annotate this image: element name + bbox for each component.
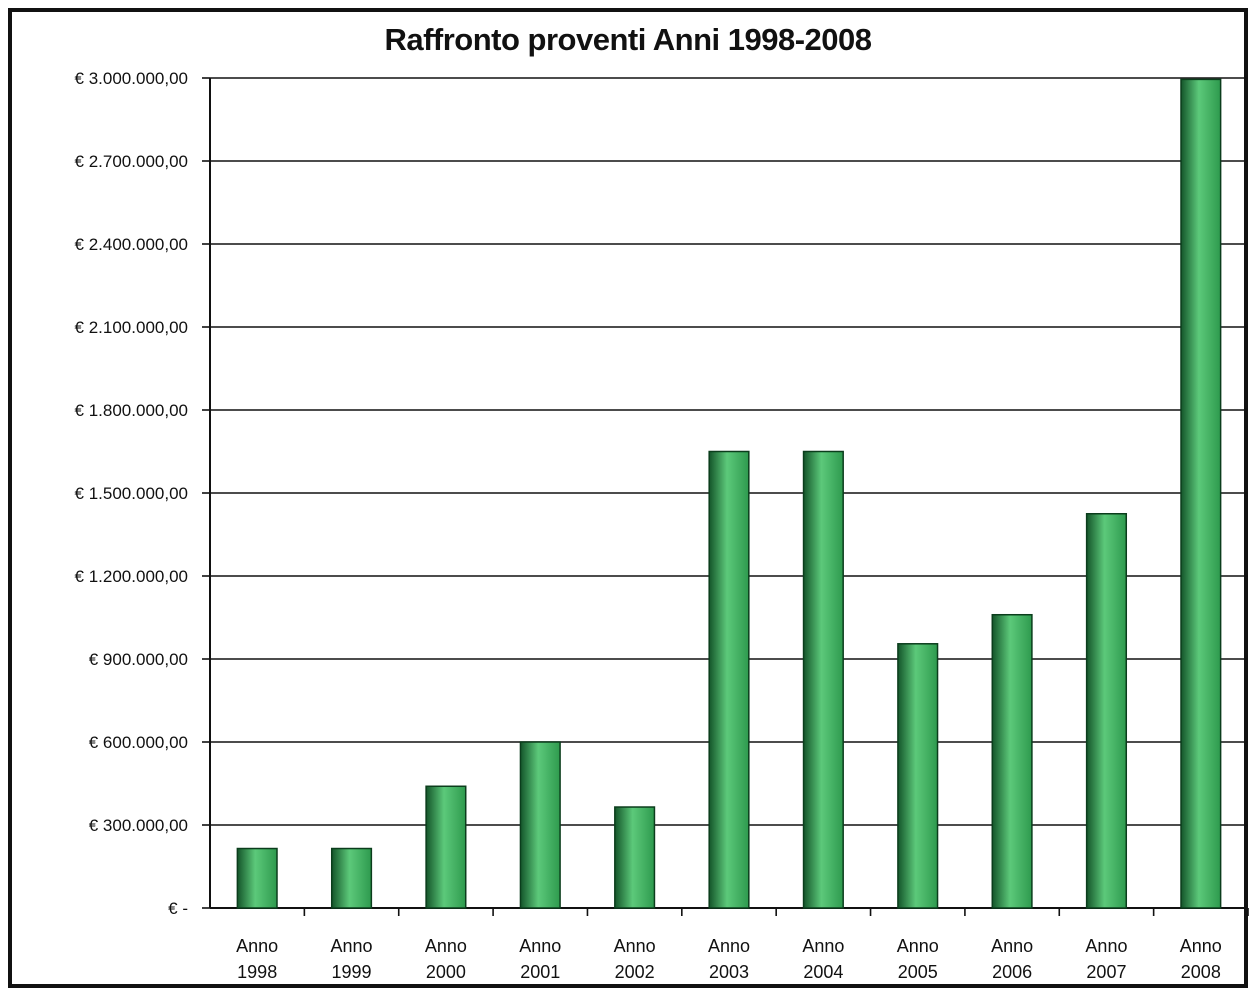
bar (1085, 513, 1128, 909)
x-tick-label: Anno 1999 (331, 936, 373, 982)
y-tick-labels: € - € 300.000,00 € 600.000,00 € 900.000,00 €… (75, 69, 188, 918)
x-tick-label: Anno 2008 (1180, 936, 1222, 982)
y-tick-label: € 2.100.000,00 (75, 318, 188, 337)
bar (708, 450, 750, 909)
x-tick-label: Anno 2003 (708, 936, 750, 982)
y-tick-label: € 3.000.000,00 (75, 69, 188, 88)
bar (614, 806, 656, 909)
bar (991, 613, 1033, 909)
y-tick-label: € 1.800.000,00 (75, 401, 188, 420)
y-tick-label: € 2.700.000,00 (75, 152, 188, 171)
bar (330, 847, 373, 909)
bar (897, 643, 939, 909)
y-tick-label: € 1.200.000,00 (75, 567, 188, 586)
bar (236, 847, 278, 909)
x-tick-label: Anno 2007 (1085, 936, 1127, 982)
y-tick-label: € 600.000,00 (89, 733, 188, 752)
bar (519, 741, 561, 909)
x-tick-labels: Anno 1998 Anno 1999 Anno 2000 Anno 2001 Anno 2002… (236, 936, 1222, 982)
x-tick-label: Anno 2004 (802, 936, 844, 982)
x-tick-label: Anno 1998 (236, 936, 278, 982)
y-tick-label: € 2.400.000,00 (75, 235, 188, 254)
x-tick-label: Anno 2005 (897, 936, 939, 982)
chart-title: Raffronto proventi Anni 1998-2008 (384, 22, 872, 57)
bar (425, 785, 467, 909)
x-tick-label: Anno 2001 (519, 936, 561, 982)
x-tick-label: Anno 2000 (425, 936, 467, 982)
y-tick-label: € 900.000,00 (89, 650, 188, 669)
x-tick-label: Anno 2006 (991, 936, 1033, 982)
x-tick-label: Anno 2002 (614, 936, 656, 982)
y-tick-label: € 300.000,00 (89, 816, 188, 835)
bar (802, 450, 844, 909)
y-tick-label: € 1.500.000,00 (75, 484, 188, 503)
bars (236, 78, 1222, 909)
bar (1180, 78, 1222, 909)
y-tick-label: € - (168, 899, 188, 918)
